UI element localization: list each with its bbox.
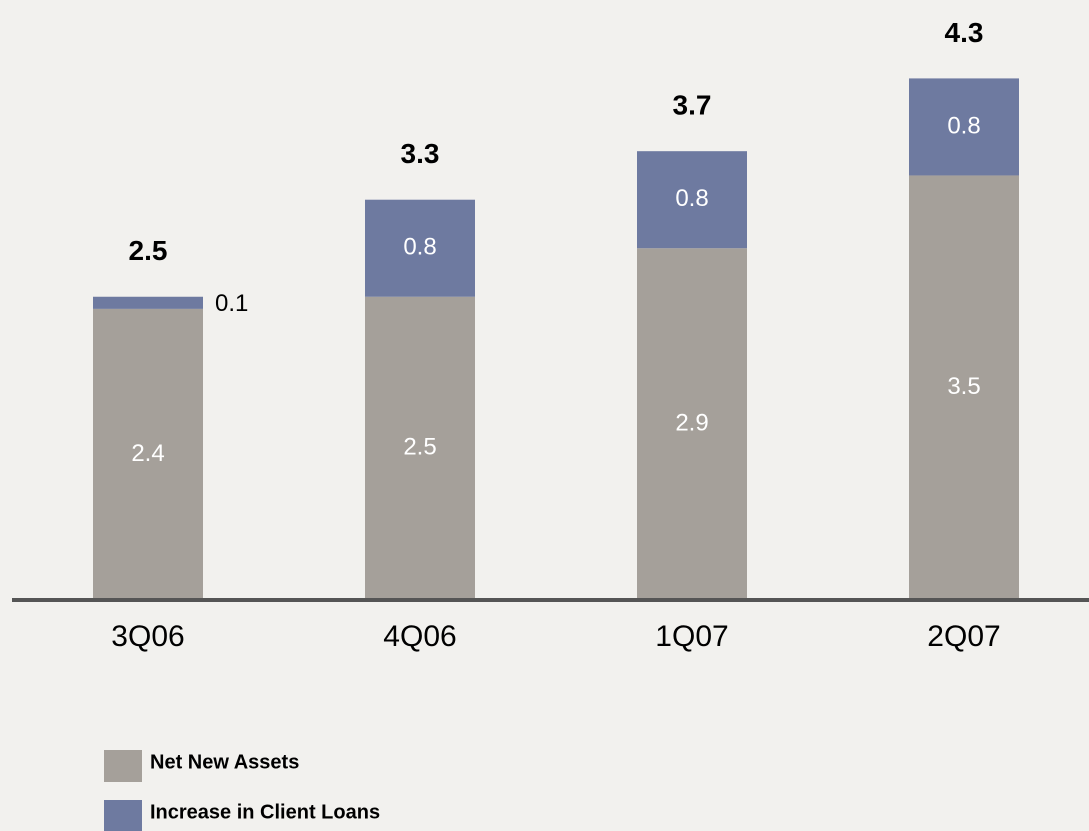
bar-segment [365, 296, 475, 600]
total-label: 2.5 [129, 235, 168, 266]
bar-segment [365, 199, 475, 297]
x-tick-label: 3Q06 [111, 620, 184, 653]
x-tick-label: 4Q06 [383, 620, 456, 653]
value-label: 0.8 [675, 185, 708, 212]
total-label: 3.3 [401, 138, 440, 169]
value-label: 2.9 [675, 409, 708, 436]
legend-swatch [104, 750, 142, 782]
bar-segment [93, 308, 203, 600]
bar-segment [909, 175, 1019, 600]
legend-label: Net New Assets [150, 751, 299, 773]
bar-segment [93, 296, 203, 309]
value-label: 2.4 [131, 440, 164, 467]
bar-segment [909, 78, 1019, 176]
value-label: 0.1 [215, 290, 248, 317]
value-label: 0.8 [403, 234, 436, 261]
value-label: 3.5 [947, 373, 980, 400]
value-label: 0.8 [947, 112, 980, 139]
total-label: 3.7 [673, 90, 712, 121]
legend-label: Increase in Client Loans [150, 801, 380, 823]
legend-swatch [104, 800, 142, 831]
total-label: 4.3 [945, 17, 984, 48]
x-tick-label: 1Q07 [655, 620, 728, 653]
bar-segment [637, 151, 747, 249]
bar-segment [637, 248, 747, 601]
value-label: 2.5 [403, 434, 436, 461]
x-tick-label: 2Q07 [927, 620, 1000, 653]
